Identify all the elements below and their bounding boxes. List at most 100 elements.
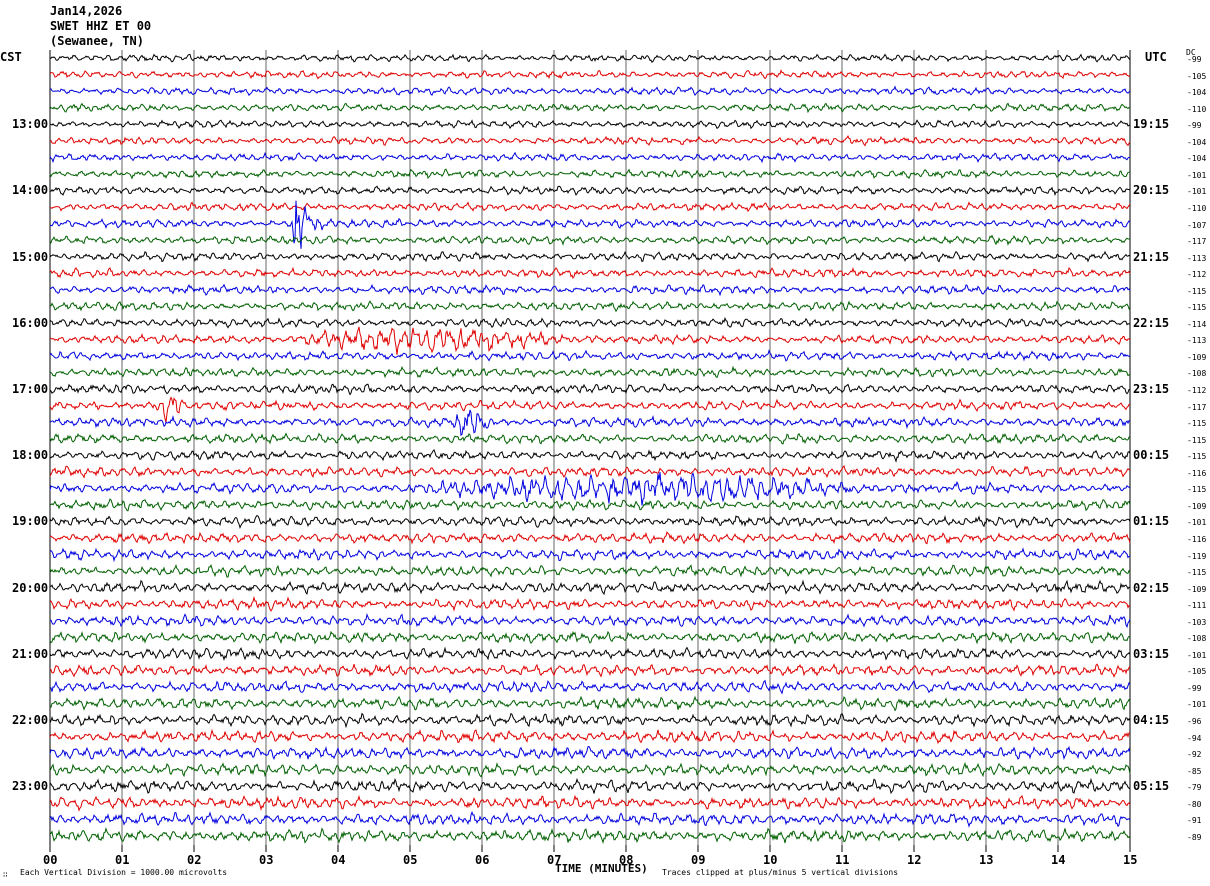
trace-row-19 [49, 365, 1131, 379]
dc-offset-label: -115 [1187, 286, 1207, 296]
left-hour-label: 17:00 [12, 382, 49, 396]
dc-offset-label: -119 [1187, 551, 1207, 561]
dc-offset-label: -113 [1187, 336, 1207, 346]
trace-row-0 [49, 53, 1131, 64]
dc-offset-label: -114 [1187, 319, 1207, 329]
trace-row-38 [49, 679, 1131, 695]
trace-row-6 [49, 151, 1130, 164]
dc-offset-label: -116 [1187, 468, 1207, 478]
dc-offset-label: -107 [1187, 220, 1207, 230]
trace-row-43 [49, 761, 1131, 778]
dc-offset-label: -85 [1187, 766, 1202, 776]
dc-offset-label: -104 [1187, 154, 1207, 164]
dc-offset-label: -105 [1187, 667, 1207, 677]
left-hour-label: 20:00 [12, 580, 49, 595]
clip-note: Traces clipped at plus/minus 5 vertical … [662, 868, 899, 877]
dc-offset-label: -99 [1187, 55, 1202, 64]
scale-note: Each Vertical Division = 1000.00 microvo… [20, 868, 228, 877]
x-tick-label: 10 [763, 853, 778, 867]
x-tick-label: 12 [907, 853, 922, 867]
trace-row-1 [49, 69, 1131, 80]
trace-row-47 [49, 826, 1131, 845]
dc-offset-label: -99 [1187, 121, 1202, 131]
right-hour-label: 20:15 [1133, 183, 1170, 198]
trace-row-44 [49, 777, 1131, 795]
dc-offset-label: -103 [1187, 617, 1207, 627]
trace-row-2 [49, 85, 1131, 97]
left-hour-label: 16:00 [12, 315, 49, 330]
trace-row-20 [49, 383, 1131, 396]
station-code: SWET HHZ ET 00 [50, 19, 152, 33]
left-hour-label: 19:00 [12, 514, 49, 529]
trace-row-21 [49, 396, 1131, 423]
dc-offset-label: -80 [1187, 799, 1202, 809]
left-hour-label: 14:00 [12, 183, 49, 198]
dc-offset-label: -117 [1187, 237, 1207, 247]
trace-row-7 [49, 168, 1131, 180]
right-hour-label: 23:15 [1133, 382, 1170, 396]
dc-offset-label: -101 [1187, 518, 1207, 528]
trace-row-41 [49, 728, 1131, 745]
x-tick-label: 06 [475, 853, 490, 867]
dc-offset-label: -113 [1187, 253, 1207, 263]
trace-row-14 [49, 283, 1131, 297]
x-tick-label: 05 [403, 853, 418, 867]
x-tick-label: 03 [259, 853, 274, 867]
trace-row-4 [50, 119, 1131, 130]
dc-offset-label: -109 [1187, 501, 1207, 511]
left-timezone-label: CST [0, 50, 22, 64]
dc-offset-label: -89 [1187, 832, 1202, 842]
x-tick-label: 07 [547, 853, 562, 867]
dc-offset-label: -101 [1187, 170, 1207, 180]
trace-row-5 [49, 135, 1131, 147]
dc-offset-label: -91 [1187, 816, 1202, 826]
dc-offset-label: -96 [1187, 717, 1202, 726]
dc-offset-label: -110 [1187, 104, 1207, 114]
trace-row-15 [49, 300, 1131, 313]
trace-row-29 [49, 531, 1131, 545]
left-hour-label: 21:00 [12, 646, 49, 661]
dc-offset-label: -79 [1187, 783, 1202, 793]
trace-row-18 [49, 349, 1131, 362]
dc-offset-label: -112 [1187, 270, 1207, 280]
trace-row-32 [49, 579, 1131, 596]
x-tick-label: 08 [619, 853, 634, 867]
trace-row-30 [49, 547, 1131, 563]
trace-row-36 [49, 646, 1131, 661]
dc-offset-label: -115 [1187, 303, 1207, 313]
trace-row-17 [49, 326, 1131, 355]
left-hour-label: 18:00 [12, 448, 49, 463]
x-tick-label: 11 [835, 853, 850, 867]
dc-offset-label: -108 [1187, 634, 1207, 644]
dc-offset-label: -109 [1187, 352, 1207, 362]
trace-row-25 [49, 465, 1131, 479]
dc-offset-label: -115 [1187, 435, 1207, 445]
dc-offset-label: -115 [1187, 452, 1207, 462]
trace-row-24 [49, 448, 1131, 463]
trace-row-8 [49, 185, 1131, 197]
dc-offset-label: -104 [1187, 137, 1207, 147]
dc-offset-label: -109 [1187, 584, 1207, 594]
right-hour-label: 04:15 [1133, 713, 1170, 727]
x-axis-label: TIME (MINUTES) [555, 862, 648, 875]
trace-row-3 [49, 102, 1131, 114]
x-tick-label: 00 [43, 853, 58, 867]
right-hour-label: 00:15 [1133, 448, 1170, 463]
left-hour-label: 22:00 [12, 713, 49, 727]
x-tick-label: 04 [331, 853, 346, 867]
right-hour-label: 21:15 [1133, 249, 1170, 264]
trace-row-40 [49, 712, 1131, 729]
left-hour-label: 23:00 [12, 779, 49, 794]
dc-offset-label: -108 [1187, 369, 1207, 379]
dc-offset-label: -115 [1187, 568, 1207, 578]
dc-offset-label: -94 [1187, 733, 1202, 743]
x-tick-label: 14 [1051, 853, 1066, 867]
right-hour-label: 01:15 [1133, 514, 1170, 529]
trace-row-31 [49, 564, 1131, 578]
dc-offset-label: -111 [1187, 601, 1207, 611]
trace-row-33 [49, 595, 1131, 612]
dc-offset-label: -99 [1187, 683, 1202, 693]
dc-offset-label: -101 [1187, 650, 1207, 660]
dc-offset-label: -115 [1187, 419, 1207, 429]
right-hour-label: 02:15 [1133, 580, 1170, 595]
